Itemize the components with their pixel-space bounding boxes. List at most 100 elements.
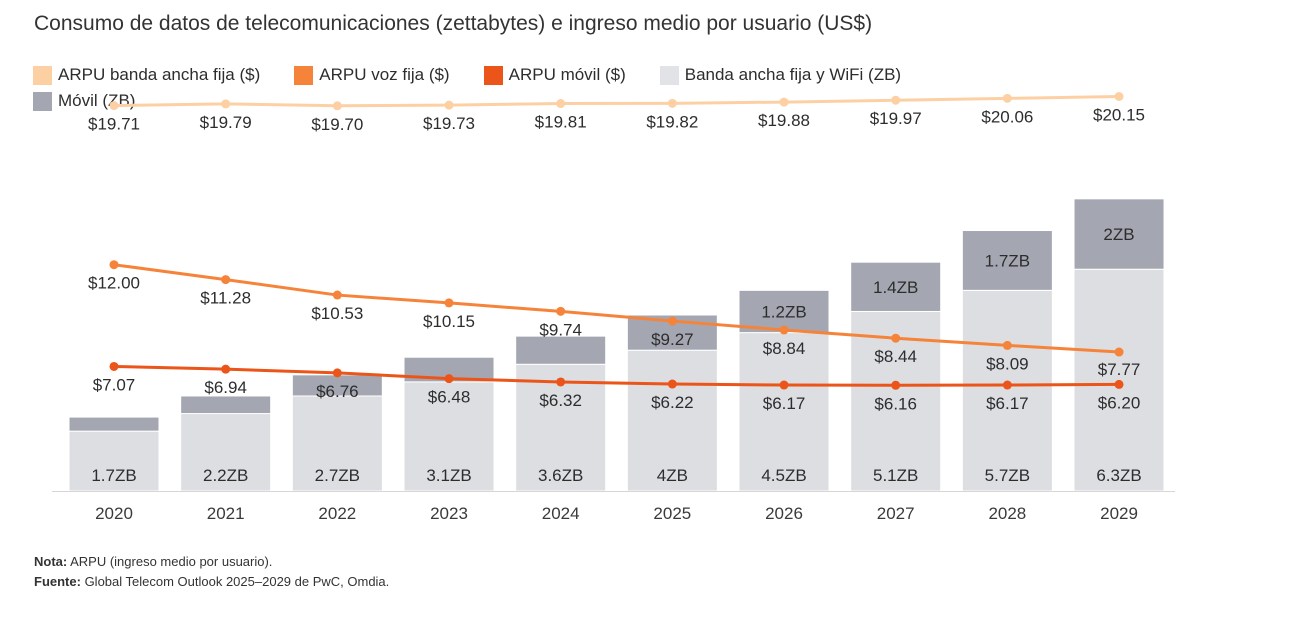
bar-label-movil-2029: 2ZB (1103, 225, 1134, 244)
x-tick-label-2022: 2022 (318, 504, 356, 523)
point-arpu-banda-ancha-2023 (444, 100, 454, 110)
point-arpu-voz-fija-2020 (109, 260, 119, 270)
point-arpu-movil-2027 (891, 380, 901, 390)
point-arpu-voz-fija-2026 (779, 325, 789, 335)
bar-label-banda-ancha-2024: 3.6ZB (538, 466, 583, 485)
legend-item-arpu-voz-fija: ARPU voz fija ($) (294, 65, 450, 85)
bar-banda-ancha-2028 (961, 289, 1053, 492)
line-label-arpu-movil-2023: $6.48 (428, 388, 471, 407)
bar-movil-2024 (515, 335, 607, 365)
bar-movil-2026 (738, 289, 830, 334)
line-label-arpu-movil-2027: $6.16 (874, 394, 917, 413)
bar-label-banda-ancha-2028: 5.7ZB (985, 466, 1030, 485)
x-tick-label-2026: 2026 (765, 504, 803, 523)
point-arpu-banda-ancha-2026 (779, 97, 789, 107)
line-label-arpu-banda-ancha-2020: $19.71 (88, 115, 140, 134)
chart-title: Consumo de datos de telecomunicaciones (… (34, 12, 873, 35)
line-label-arpu-movil-2028: $6.17 (986, 394, 1029, 413)
bar-label-banda-ancha-2027: 5.1ZB (873, 466, 918, 485)
chart-notes: Nota: ARPU (ingreso medio por usuario). … (34, 552, 389, 592)
bar-label-movil-2026: 1.2ZB (761, 302, 806, 321)
bar-movil-2029 (1073, 198, 1165, 270)
source-label: Fuente: (34, 574, 81, 589)
point-arpu-banda-ancha-2027 (891, 95, 901, 105)
line-label-arpu-voz-fija-2020: $12.00 (88, 274, 140, 293)
x-tick-label-2029: 2029 (1100, 504, 1138, 523)
legend-label-arpu-voz-fija: ARPU voz fija ($) (319, 65, 450, 84)
bar-label-banda-ancha-2025: 4ZB (657, 466, 688, 485)
line-label-arpu-voz-fija-2021: $11.28 (200, 289, 251, 308)
line-label-arpu-banda-ancha-2029: $20.15 (1093, 106, 1145, 125)
line-label-arpu-voz-fija-2022: $10.53 (311, 304, 363, 323)
line-label-arpu-banda-ancha-2027: $19.97 (870, 109, 922, 128)
point-arpu-banda-ancha-2022 (332, 101, 342, 111)
bar-banda-ancha-2021 (180, 413, 272, 492)
x-tick-label-2024: 2024 (542, 504, 580, 523)
point-arpu-banda-ancha-2025 (667, 98, 677, 108)
point-arpu-banda-ancha-2020 (109, 101, 119, 111)
line-label-arpu-banda-ancha-2028: $20.06 (981, 107, 1033, 126)
point-arpu-banda-ancha-2029 (1114, 92, 1124, 102)
bar-movil-2027 (850, 261, 942, 312)
legend-swatch-banda-ancha-zb (659, 65, 679, 85)
line-label-arpu-banda-ancha-2022: $19.70 (311, 115, 363, 134)
point-arpu-voz-fija-2022 (332, 290, 342, 300)
legend-item-banda-ancha-zb: Banda ancha fija y WiFi (ZB) (659, 65, 902, 85)
bar-label-banda-ancha-2029: 6.3ZB (1096, 466, 1141, 485)
bar-banda-ancha-2020 (68, 430, 160, 492)
legend-swatch-arpu-voz-fija (294, 65, 314, 85)
note-label: Nota: (34, 554, 68, 569)
legend-item-arpu-movil: ARPU móvil ($) (483, 65, 626, 85)
bar-banda-ancha-2023 (403, 381, 495, 492)
x-tick-label-2020: 2020 (95, 504, 133, 523)
bar-label-banda-ancha-2023: 3.1ZB (426, 466, 471, 485)
line-label-arpu-voz-fija-2026: $8.84 (763, 339, 806, 358)
x-tick-label-2028: 2028 (988, 504, 1026, 523)
line-label-arpu-movil-2029: $6.20 (1098, 393, 1141, 412)
line-label-arpu-voz-fija-2027: $8.44 (874, 347, 917, 366)
legend-swatch-arpu-movil (483, 65, 503, 85)
note-text: ARPU (ingreso medio por usuario). (67, 554, 273, 569)
point-arpu-banda-ancha-2024 (556, 99, 566, 109)
bar-label-banda-ancha-2020: 1.7ZB (91, 466, 136, 485)
line-label-arpu-banda-ancha-2024: $19.81 (535, 113, 587, 132)
line-label-arpu-voz-fija-2023: $10.15 (423, 312, 475, 331)
point-arpu-movil-2021 (221, 364, 231, 374)
legend-label-banda-ancha-zb: Banda ancha fija y WiFi (ZB) (684, 65, 902, 84)
source-line: Fuente: Global Telecom Outlook 2025–2029… (34, 572, 389, 592)
point-arpu-voz-fija-2025 (667, 316, 677, 326)
line-label-arpu-voz-fija-2029: $7.77 (1098, 360, 1141, 379)
source-text: Global Telecom Outlook 2025–2029 de PwC,… (80, 574, 390, 589)
point-arpu-voz-fija-2024 (556, 306, 566, 316)
line-label-arpu-movil-2026: $6.17 (763, 394, 806, 413)
line-arpu-banda-ancha (113, 95, 1120, 108)
legend-label-arpu-banda-ancha: ARPU banda ancha fija ($) (58, 65, 261, 84)
bar-label-banda-ancha-2026: 4.5ZB (761, 466, 806, 485)
point-arpu-movil-2023 (444, 374, 454, 384)
x-tick-label-2027: 2027 (877, 504, 915, 523)
bar-banda-ancha-2025 (626, 349, 718, 492)
line-arpu-voz-fija (113, 263, 1120, 354)
line-label-arpu-banda-ancha-2023: $19.73 (423, 114, 475, 133)
legend-label-arpu-movil: ARPU móvil ($) (508, 65, 626, 84)
point-arpu-banda-ancha-2028 (1002, 93, 1012, 103)
point-arpu-movil-2024 (556, 377, 566, 387)
point-arpu-movil-2020 (109, 361, 119, 371)
bar-movil-2021 (180, 395, 272, 415)
note-line: Nota: ARPU (ingreso medio por usuario). (34, 552, 389, 572)
x-tick-label-2025: 2025 (653, 504, 691, 523)
point-arpu-movil-2029 (1114, 379, 1124, 389)
bar-movil-2020 (68, 416, 160, 432)
bar-label-movil-2028: 1.7ZB (985, 251, 1030, 270)
line-label-arpu-voz-fija-2025: $9.27 (651, 330, 694, 349)
bar-movil-2028 (961, 230, 1053, 291)
legend-row-1: ARPU banda ancha fija ($) ARPU voz fija … (33, 62, 1113, 88)
bar-banda-ancha-2022 (291, 395, 383, 492)
line-label-arpu-movil-2020: $7.07 (93, 375, 136, 394)
point-arpu-banda-ancha-2021 (221, 99, 231, 109)
line-label-arpu-voz-fija-2024: $9.74 (539, 320, 582, 339)
point-arpu-movil-2026 (779, 380, 789, 390)
point-arpu-voz-fija-2021 (221, 275, 231, 285)
legend-swatch-arpu-banda-ancha (33, 65, 52, 85)
